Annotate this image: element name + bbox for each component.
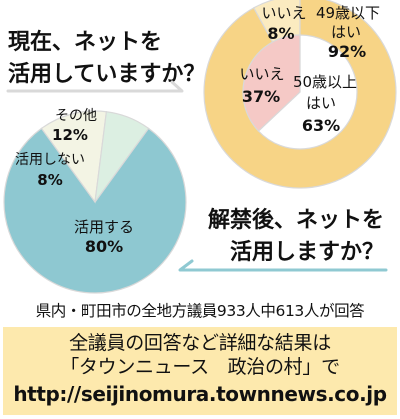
donut-outer-yes-group-label: 49歳以下 xyxy=(316,4,380,22)
question-2-line-1: 解禁後、ネットを xyxy=(208,207,384,233)
survey-charts: いいえ8%49歳以下はい92%いいえ37%50歳以上はい63%その他12%活用し… xyxy=(3,0,397,294)
question-1-arrow xyxy=(6,80,184,93)
donut-inner-yes-value: 63% xyxy=(302,116,340,135)
question-1-line-1: 現在、ネットを xyxy=(8,29,162,55)
inner-ring-slice xyxy=(257,34,358,150)
donut-outer-yes-value: 92% xyxy=(328,42,366,61)
inner-ring-slice xyxy=(242,34,301,132)
donut-inner-yes-label: はい xyxy=(306,94,336,112)
donut-outer-yes-label: はい xyxy=(331,23,361,41)
survey-footnote: 県内・町田市の全地方議員933人中613人が回答 xyxy=(35,302,365,320)
pie-slice xyxy=(3,127,187,294)
pie-other-label: その他 xyxy=(55,108,97,124)
pie-yes-value: 80% xyxy=(85,237,123,256)
pie-slice xyxy=(40,110,108,204)
question-2-arrow xyxy=(178,259,388,272)
donut-outer-no-label: いいえ xyxy=(261,4,306,22)
info-box: 全議員の回答など詳細な結果は 「タウンニュース 政治の村」で http://se… xyxy=(3,327,397,415)
pie-yes-label: 活用する xyxy=(74,218,134,236)
donut-inner-no-label: いいえ xyxy=(239,65,284,83)
pie-other-value: 12% xyxy=(52,126,88,144)
info-url[interactable]: http://seijinomura.townnews.co.jp xyxy=(13,382,387,406)
donut-outer-no-value: 8% xyxy=(267,24,294,43)
pie-slice xyxy=(94,111,150,203)
question-1-line-2: 活用していますか？ xyxy=(8,62,205,87)
pie-no-value: 8% xyxy=(37,171,62,189)
donut-inner-yes-group-label: 50歳以上 xyxy=(293,73,357,91)
question-2-line-2: 活用しますか？ xyxy=(230,240,384,265)
info-line-2: 「タウンニュース 政治の村」で xyxy=(60,356,340,378)
info-line-1: 全議員の回答など詳細な結果は xyxy=(69,332,331,354)
pie-no-label: 活用しない xyxy=(15,152,85,168)
donut-inner-no-value: 37% xyxy=(242,87,280,106)
